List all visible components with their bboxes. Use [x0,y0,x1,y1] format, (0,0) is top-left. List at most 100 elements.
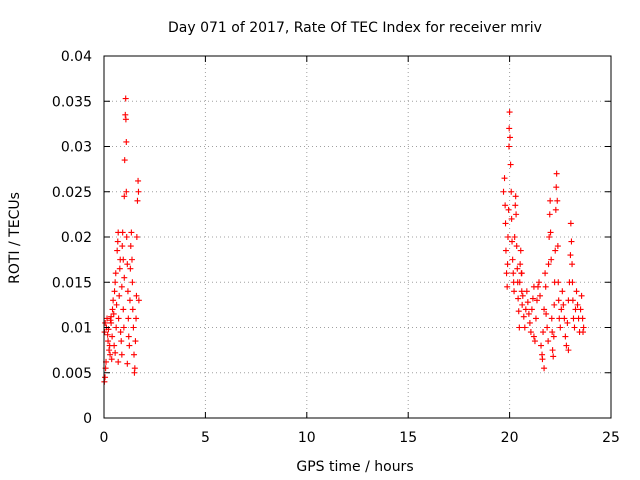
data-point [135,297,142,304]
data-point [128,229,135,236]
data-point [514,265,521,272]
data-point [133,234,140,240]
data-point [125,333,132,340]
data-point [109,306,116,313]
data-point [517,247,524,254]
data-point [500,188,507,195]
data-point [127,265,134,272]
data-point [527,329,534,336]
data-point [117,329,124,336]
data-point [565,347,572,354]
data-point [108,319,115,326]
data-point [130,324,137,331]
data-point [104,315,111,322]
data-point [560,301,567,308]
data-point [516,279,523,286]
data-point [569,261,576,268]
data-point [521,324,528,331]
data-point [564,319,571,326]
data-points [101,95,587,385]
data-point [110,297,117,304]
data-point [505,143,512,150]
data-point [129,306,136,313]
data-point [114,247,121,254]
data-point [118,351,125,358]
data-point [102,319,109,326]
data-point [554,243,561,250]
data-point [509,238,516,245]
data-point [510,270,517,277]
data-point [577,306,584,313]
data-point [545,338,552,345]
data-point [122,111,129,118]
data-point [107,351,114,358]
data-point [579,315,586,322]
data-point [123,138,130,145]
y-tick-label: 0.035 [52,94,92,110]
data-point [134,197,141,204]
data-point [571,324,578,331]
data-point [119,229,126,236]
y-tick-label: 0 [83,411,92,427]
chart-title: Day 071 of 2017, Rate Of TEC Index for r… [168,20,542,36]
data-point [529,295,536,302]
data-point [120,324,127,331]
data-point [511,288,518,295]
data-point [548,315,555,322]
data-point [111,288,118,295]
data-point [512,193,519,200]
data-point [122,95,129,102]
y-tick-label: 0.02 [61,230,92,246]
data-point [115,358,122,365]
data-point [113,324,120,331]
data-point [567,252,574,259]
data-point [561,315,568,322]
data-point [515,295,522,302]
data-point [523,288,530,295]
data-point [126,342,133,349]
data-point [124,261,131,268]
data-point [567,220,574,227]
data-point [552,206,559,213]
data-point [101,329,108,336]
data-point [563,342,570,349]
data-point [539,356,546,363]
data-point [572,306,579,313]
data-point [119,243,126,250]
x-tick-label: 25 [602,430,620,446]
data-point [114,238,121,245]
data-point [504,234,511,240]
data-point [113,301,120,308]
data-point [542,283,549,290]
x-axis-ticks: 0 5 10 15 20 25 [100,56,620,446]
data-point [547,229,554,236]
data-point [503,270,510,277]
data-point [569,297,576,304]
data-point [111,342,118,349]
data-point [135,188,142,195]
data-point [135,177,142,184]
data-point [112,270,119,277]
data-point [128,256,135,263]
data-point [511,234,518,240]
data-point [559,288,566,295]
data-point [107,317,114,324]
y-tick-label: 0.005 [52,366,92,382]
data-point [512,202,519,209]
data-point [116,292,123,299]
data-point [506,109,513,116]
x-tick-label: 5 [201,430,210,446]
data-point [516,324,523,331]
data-point [555,279,562,286]
data-point [580,324,587,331]
data-point [123,188,130,195]
data-point [548,256,555,263]
data-point [530,283,537,290]
y-tick-label: 0.025 [52,185,92,201]
data-point [122,116,129,123]
data-point [542,270,549,277]
data-point [546,211,553,218]
y-tick-label: 0.01 [61,321,92,337]
data-point [580,329,587,336]
